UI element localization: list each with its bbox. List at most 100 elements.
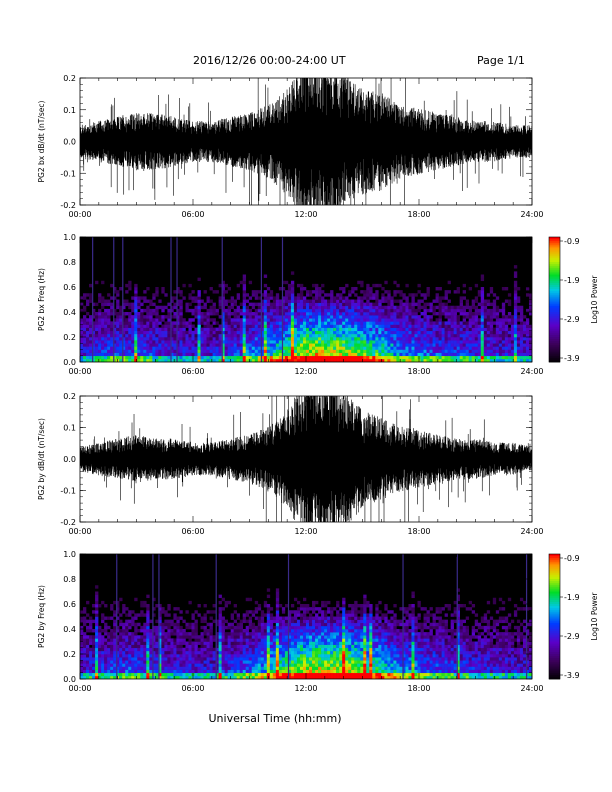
colorbar-band	[549, 253, 560, 257]
colorbar-band	[549, 662, 560, 665]
colorbar-band	[549, 257, 560, 261]
colorbar-band	[549, 351, 560, 355]
colorbar-band	[549, 289, 560, 292]
x-tick-label: 18:00	[407, 210, 430, 219]
colorbar-band	[549, 626, 560, 630]
y-tick-label: -0.1	[60, 169, 76, 178]
colorbar-band	[549, 355, 560, 359]
spectrogram-cells	[80, 237, 532, 362]
colorbar-band	[549, 560, 560, 563]
colorbar-band	[549, 320, 560, 323]
colorbar-band	[549, 610, 560, 613]
colorbar-band	[549, 635, 560, 638]
colorbar-band	[549, 334, 560, 338]
colorbar-band	[549, 618, 560, 622]
colorbar-tick-label: -2.9	[564, 315, 580, 324]
colorbar-band	[549, 562, 560, 565]
colorbar-band	[549, 576, 560, 580]
colorbar-band	[549, 647, 560, 651]
colorbar-band	[549, 581, 560, 584]
y-tick-label: -0.2	[60, 201, 76, 210]
colorbar-band	[549, 629, 560, 632]
colorbar-band	[549, 674, 560, 678]
burst-stripe	[287, 554, 290, 679]
colorbar-band	[549, 237, 560, 240]
colorbar-band	[549, 570, 560, 574]
colorbar-band	[549, 332, 560, 336]
y-tick-label: 0.1	[63, 106, 76, 115]
colorbar-band	[549, 643, 560, 647]
panel-bx-waveform: 00:00 06:00 12:00 18:00 24:00 0.2 0.1 0.0 -0.1 -0…	[37, 74, 544, 219]
colorbar-band	[549, 624, 560, 628]
x-tick-label: 00:00	[68, 684, 91, 693]
burst-stripe	[402, 554, 404, 679]
y-tick-label: 0.0	[63, 675, 76, 684]
colorbar-band	[549, 276, 560, 280]
colorbar-band	[549, 239, 560, 242]
colorbar-band	[549, 324, 560, 327]
y-tick-label: 0.2	[63, 650, 76, 659]
x-tick-label: 12:00	[294, 684, 317, 693]
colorbar-frame	[548, 236, 561, 363]
y-tick-label: 1.0	[63, 233, 76, 242]
colorbar-band	[549, 349, 560, 352]
colorbar-band	[549, 649, 560, 653]
colorbar-band	[549, 616, 560, 619]
colorbar-band	[549, 583, 560, 586]
waveform-trace	[80, 78, 532, 205]
colorbar-band	[549, 606, 560, 609]
colorbar-band	[549, 572, 560, 576]
x-tick-label: 18:00	[407, 684, 430, 693]
colorbar-band	[549, 284, 560, 288]
burst-stripe	[113, 237, 115, 362]
panel-by-waveform: 00:00 06:00 12:00 18:00 24:00 0.2 0.1 0.0 -0.1 -0…	[37, 392, 544, 536]
colorbar-tick-label: -1.9	[564, 593, 580, 602]
colorbar-band	[549, 564, 560, 567]
colorbar-band	[549, 343, 560, 346]
colorbar-band	[549, 328, 560, 332]
colorbar-band	[549, 312, 560, 315]
x-tick-label: 00:00	[68, 367, 91, 376]
colorbar: -0.9 -1.9 -2.9 -3.9 Log10 Power	[548, 236, 599, 363]
colorbar-band	[549, 241, 560, 244]
burst-stripe	[221, 237, 223, 362]
x-tick-label: 24:00	[520, 367, 543, 376]
colorbar-band	[549, 330, 560, 334]
colorbar-band	[549, 274, 560, 277]
colorbar-band	[549, 297, 560, 300]
colorbar-band	[549, 347, 560, 350]
colorbar-band	[549, 579, 560, 582]
colorbar-band	[549, 645, 560, 649]
colorbar-band	[549, 664, 560, 667]
colorbar-band	[549, 554, 560, 557]
colorbar-band	[549, 556, 560, 559]
colorbar-band	[549, 593, 560, 597]
colorbar-band	[549, 270, 560, 273]
burst-stripe	[281, 237, 284, 362]
colorbar-band	[549, 666, 560, 669]
colorbar-band	[549, 245, 560, 248]
y-tick-label: 0.0	[63, 455, 76, 464]
colorbar-band	[549, 307, 560, 311]
y-tick-label: 1.0	[63, 550, 76, 559]
colorbar-band	[549, 591, 560, 594]
colorbar-band	[549, 295, 560, 298]
panel-bx-spectrogram: 00:00 06:00 12:00 18:00 24:00 1.0 0.8 0.6 0.4 0.2…	[37, 233, 599, 376]
colorbar-band	[549, 595, 560, 599]
colorbar-band	[549, 259, 560, 263]
colorbar-band	[549, 574, 560, 578]
colorbar-band	[549, 247, 560, 250]
burst-stripe	[215, 554, 217, 679]
y-axis-label: PG2 bx dB/dt (nT/sec)	[37, 100, 46, 182]
colorbar-band	[549, 243, 560, 246]
y-tick-label: 0.4	[63, 308, 76, 317]
x-tick-label: 06:00	[181, 527, 204, 536]
x-tick-label: 18:00	[407, 367, 430, 376]
colorbar-band	[549, 305, 560, 309]
x-tick-label: 06:00	[181, 210, 204, 219]
colorbar-band	[549, 601, 560, 605]
x-tick-label: 00:00	[68, 210, 91, 219]
colorbar-band	[549, 631, 560, 634]
plot-area	[80, 396, 532, 522]
